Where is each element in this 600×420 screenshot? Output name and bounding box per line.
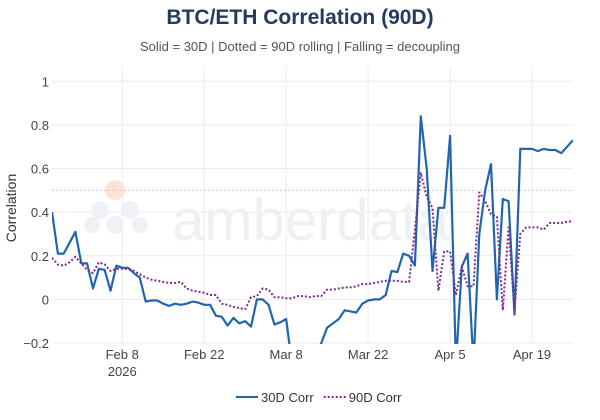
- x-tick-label: Feb 22: [184, 347, 224, 362]
- x-axis: Feb 8 2026 Feb 22 Mar 8 Mar 22 Apr 5 Apr 19: [106, 347, 552, 379]
- y-tick-label: 0.4: [31, 205, 49, 220]
- x-tick-label: Mar 22: [348, 347, 388, 362]
- y-tick-label: 1: [42, 74, 49, 89]
- chart-title: BTC/ETH Correlation (90D): [166, 6, 434, 29]
- y-tick-label: −0.2: [23, 336, 49, 351]
- watermark-logo-dot: [84, 217, 100, 233]
- x-tick-label: Apr 19: [513, 347, 551, 362]
- amberdata-watermark: amberdata: [84, 180, 450, 253]
- y-tick-label: 0.6: [31, 162, 49, 177]
- series-line-90d-corr: [52, 171, 573, 312]
- y-axis: 1 0.8 0.6 0.4 0.2 0 −0.2: [23, 74, 49, 351]
- legend-label: 30D Corr: [261, 390, 314, 405]
- y-tick-label: 0.8: [31, 118, 49, 133]
- watermark-logo-dot: [91, 201, 109, 219]
- legend: 30D Corr 90D Corr: [236, 390, 402, 405]
- series-line-30d-corr: [52, 115, 573, 344]
- y-tick-label: 0: [42, 292, 49, 307]
- x-tick-label: Mar 8: [270, 347, 303, 362]
- x-tick-label: Apr 5: [435, 347, 466, 362]
- chart-subtitle: Solid = 30D | Dotted = 90D rolling | Fal…: [139, 39, 461, 54]
- watermark-logo-dot: [106, 216, 124, 234]
- watermark-logo-dot: [105, 180, 125, 200]
- y-axis-label: Correlation: [3, 174, 19, 242]
- x-tick-label: Feb 8: [106, 347, 139, 362]
- watermark-text: amberdata: [172, 188, 450, 253]
- legend-label: 90D Corr: [349, 390, 402, 405]
- grid: [52, 66, 573, 344]
- y-tick-label: 0.2: [31, 249, 49, 264]
- x-tick-year-label: 2026: [108, 364, 137, 379]
- watermark-logo-dot: [121, 201, 139, 219]
- watermark-logo-dot: [132, 217, 148, 233]
